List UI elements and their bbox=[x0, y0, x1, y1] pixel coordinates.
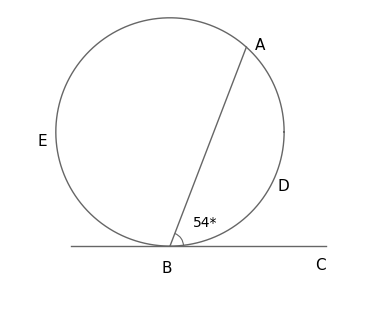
Text: B: B bbox=[162, 261, 172, 276]
Text: D: D bbox=[278, 178, 290, 194]
Text: C: C bbox=[315, 258, 325, 273]
Text: A: A bbox=[256, 38, 266, 53]
Text: E: E bbox=[37, 134, 47, 150]
Text: 54*: 54* bbox=[193, 216, 217, 230]
